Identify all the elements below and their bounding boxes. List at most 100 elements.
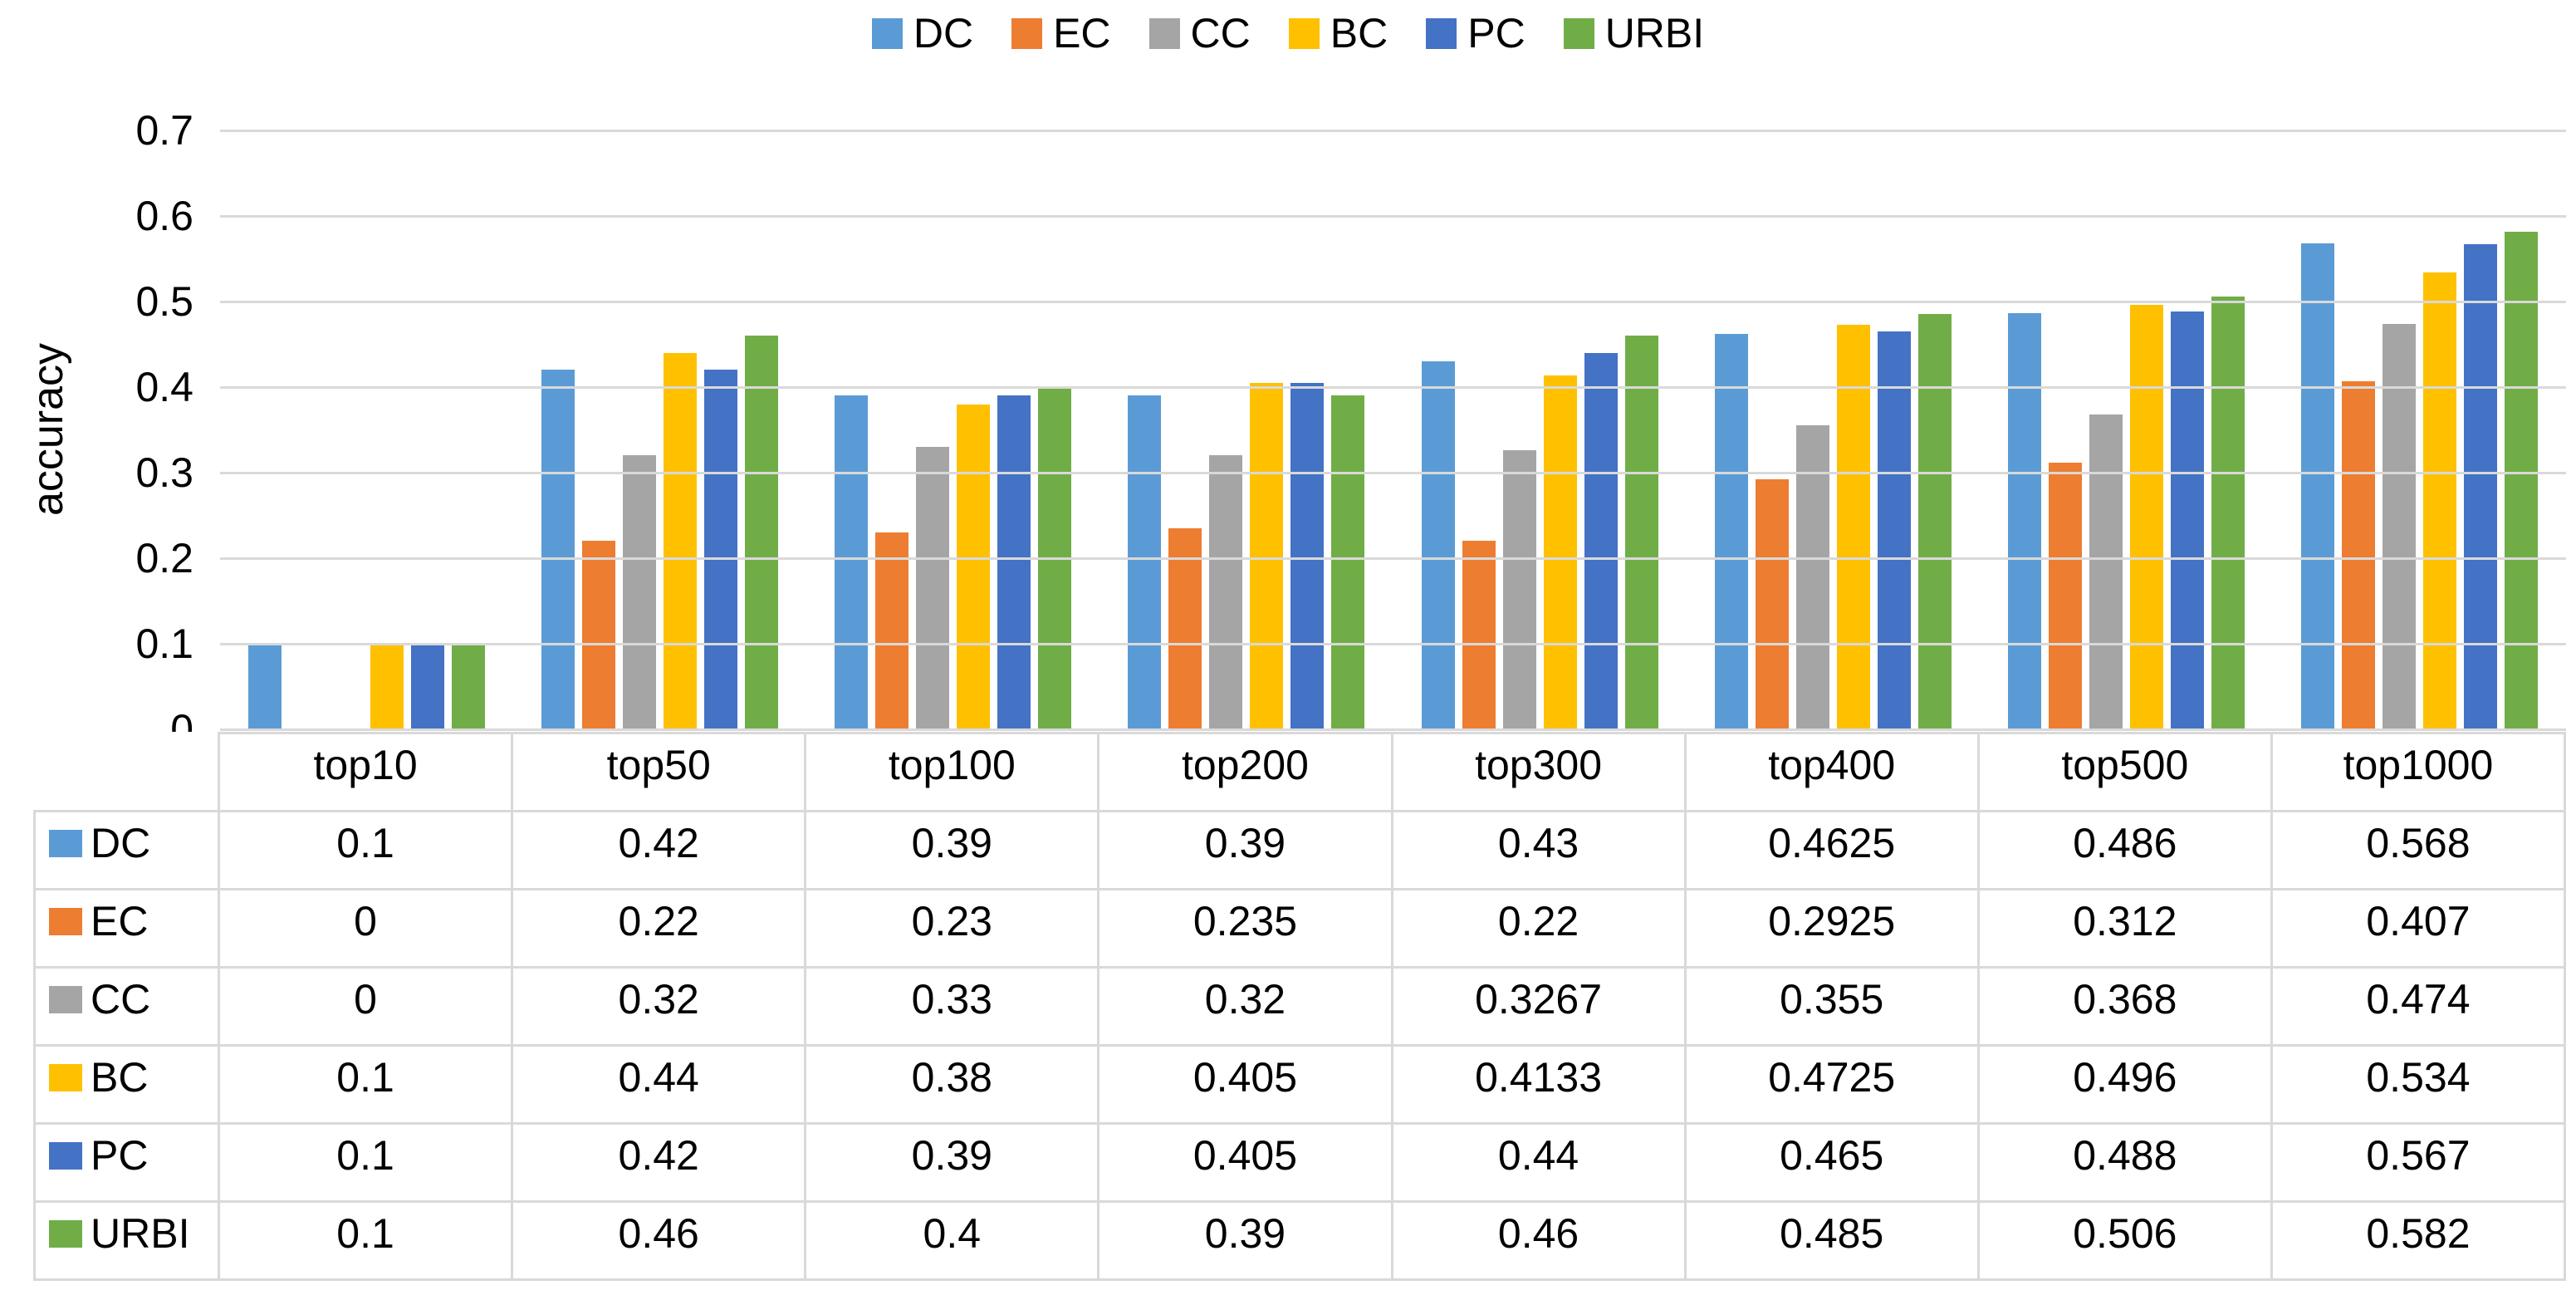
table-cell-urbi-top10: 0.1	[220, 1203, 514, 1281]
table-cell-bc-top400: 0.4725	[1686, 1047, 1980, 1125]
bar-cc-top50	[623, 455, 657, 729]
table-row-label-text: URBI	[91, 1210, 190, 1257]
table-cell-cc-top10: 0	[220, 969, 514, 1047]
bar-group-top100	[806, 130, 1099, 729]
legend-label: CC	[1190, 10, 1251, 56]
bar-dc-top300	[1421, 361, 1455, 729]
table-cell-dc-top1000: 0.568	[2272, 812, 2566, 890]
table-header-top400: top400	[1686, 732, 1980, 812]
bar-urbi-top10	[452, 644, 486, 729]
table-cell-dc-top300: 0.43	[1393, 812, 1687, 890]
bar-bc-top50	[664, 352, 698, 729]
table-cell-urbi-top400: 0.485	[1686, 1203, 1980, 1281]
bar-ec-top300	[1462, 541, 1496, 729]
bar-pc-top400	[1877, 331, 1911, 729]
table-cell-dc-top50: 0.42	[513, 812, 807, 890]
table-cell-cc-top200: 0.32	[1099, 969, 1393, 1047]
table-row-key: PC	[49, 1131, 148, 1180]
bar-urbi-top50	[745, 336, 779, 729]
legend-swatch-icon	[1563, 17, 1594, 49]
table-header-top10: top10	[220, 732, 514, 812]
bar-bc-top400	[1836, 325, 1870, 729]
legend-label: PC	[1467, 10, 1526, 56]
legend-item-urbi: URBI	[1563, 9, 1705, 57]
legend-label: DC	[913, 10, 974, 56]
bar-dc-top100	[835, 395, 869, 729]
table-cell-ec-top300: 0.22	[1393, 890, 1687, 969]
bar-group-top400	[1687, 130, 1980, 729]
bar-group-top50	[513, 130, 806, 729]
bar-dc-top200	[1128, 395, 1162, 729]
table-cell-pc-top200: 0.405	[1099, 1125, 1393, 1203]
bar-ec-top500	[2048, 462, 2082, 729]
table-cell-cc-top400: 0.355	[1686, 969, 1980, 1047]
bar-pc-top50	[704, 370, 738, 729]
bar-pc-top1000	[2463, 244, 2497, 729]
table-row-key: CC	[49, 975, 150, 1023]
bar-pc-top300	[1584, 352, 1618, 729]
table-header-top300: top300	[1393, 732, 1687, 812]
table-cell-dc-top10: 0.1	[220, 812, 514, 890]
bar-ec-top400	[1755, 478, 1789, 729]
bar-urbi-top500	[2211, 296, 2245, 729]
legend-item-dc: DC	[871, 9, 974, 57]
bar-bc-top500	[2129, 305, 2163, 729]
bar-dc-top500	[2007, 313, 2041, 729]
legend-item-ec: EC	[1011, 9, 1111, 57]
table-cell-bc-top100: 0.38	[806, 1047, 1100, 1125]
gridline-0.7	[220, 129, 2566, 132]
table-header-top1000: top1000	[2272, 732, 2566, 812]
table-cell-dc-top200: 0.39	[1099, 812, 1393, 890]
table-corner-cell	[33, 732, 220, 812]
table-row-label-text: DC	[91, 820, 151, 866]
legend-item-pc: PC	[1426, 9, 1526, 57]
bar-group-top1000	[2273, 130, 2566, 729]
table-row-key: DC	[49, 819, 150, 867]
bar-dc-top50	[541, 370, 575, 729]
bar-dc-top10	[248, 644, 282, 729]
bar-urbi-top200	[1331, 395, 1365, 729]
y-tick-label-0.3: 0.3	[135, 449, 193, 496]
legend-label: URBI	[1604, 10, 1705, 56]
legend-swatch-icon	[871, 17, 903, 49]
table-cell-urbi-top200: 0.39	[1099, 1203, 1393, 1281]
table-cell-cc-top50: 0.32	[513, 969, 807, 1047]
bar-group-top300	[1393, 130, 1687, 729]
gridline-0.1	[220, 642, 2566, 645]
table-cell-urbi-top1000: 0.582	[2272, 1203, 2566, 1281]
table-row-label-ec: EC	[33, 890, 220, 969]
table-header-top500: top500	[1979, 732, 2273, 812]
bar-pc-top500	[2170, 311, 2204, 729]
table-cell-bc-top1000: 0.534	[2272, 1047, 2566, 1125]
table-cell-ec-top400: 0.2925	[1686, 890, 1980, 969]
bar-ec-top200	[1168, 527, 1202, 729]
table-cell-ec-top1000: 0.407	[2272, 890, 2566, 969]
table-header-top100: top100	[806, 732, 1100, 812]
gridline-0.2	[220, 557, 2566, 560]
legend-item-bc: BC	[1288, 9, 1388, 57]
table-cell-dc-top400: 0.4625	[1686, 812, 1980, 890]
table-key-swatch-icon	[49, 1219, 82, 1248]
table-cell-cc-top500: 0.368	[1979, 969, 2273, 1047]
table-cell-ec-top50: 0.22	[513, 890, 807, 969]
table-header-top200: top200	[1099, 732, 1393, 812]
bar-group-top500	[1980, 130, 2273, 729]
legend-swatch-icon	[1148, 17, 1180, 49]
y-tick-label-0.6: 0.6	[135, 193, 193, 239]
table-row-label-pc: PC	[33, 1125, 220, 1203]
table-cell-pc-top500: 0.488	[1979, 1125, 2273, 1203]
bar-bc-top300	[1543, 375, 1577, 729]
bar-urbi-top400	[1917, 314, 1952, 729]
bar-group-top200	[1099, 130, 1393, 729]
table-cell-pc-top1000: 0.567	[2272, 1125, 2566, 1203]
table-row-label-text: BC	[91, 1054, 149, 1101]
gridline-0.4	[220, 385, 2566, 389]
table-row-label-cc: CC	[33, 969, 220, 1047]
table-cell-pc-top10: 0.1	[220, 1125, 514, 1203]
plot-area	[220, 129, 2566, 731]
legend-label: BC	[1330, 10, 1388, 56]
chart-legend: DC EC CC BC PC URBI	[0, 7, 2576, 60]
bar-urbi-top300	[1624, 336, 1658, 729]
table-cell-bc-top500: 0.496	[1979, 1047, 2273, 1125]
table-cell-urbi-top50: 0.46	[513, 1203, 807, 1281]
